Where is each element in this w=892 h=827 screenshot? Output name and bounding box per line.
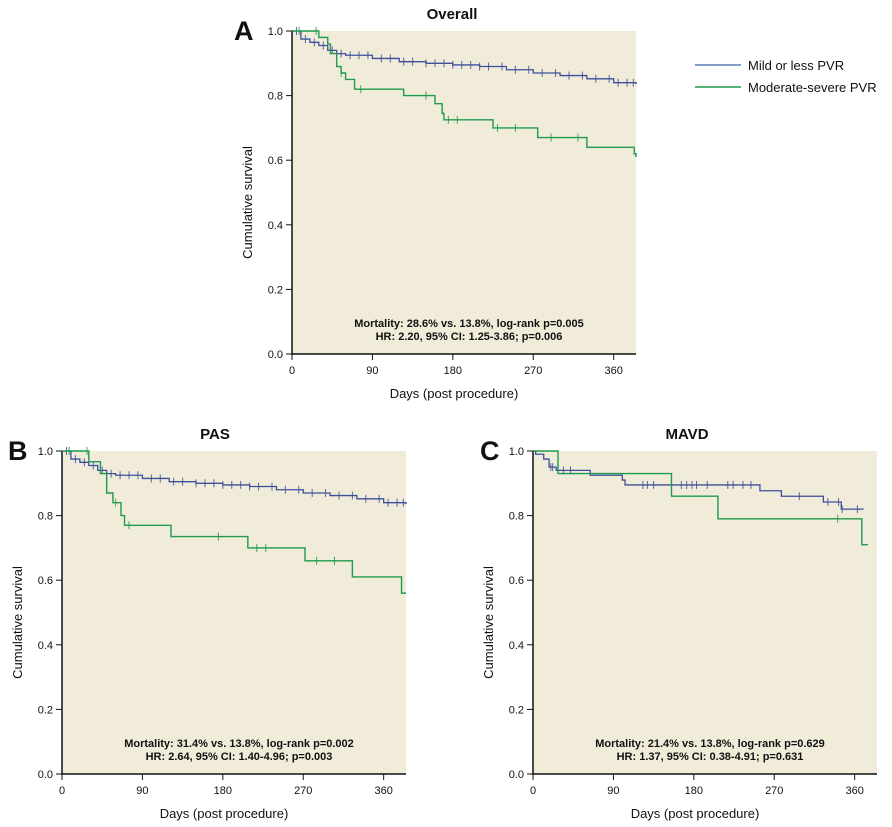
y-tick-label-b: 0.4	[38, 640, 53, 652]
x-axis-label-b: Days (post procedure)	[160, 806, 289, 821]
y-tick-label-a: 1.0	[268, 26, 283, 38]
x-axis-label-a: Days (post procedure)	[390, 386, 519, 401]
y-tick-label-a: 0.6	[268, 155, 283, 167]
x-tick-label-b: 90	[136, 785, 148, 797]
stats-annotation-a: HR: 2.20, 95% CI: 1.25-3.86; p=0.006	[376, 331, 563, 343]
y-tick-label-a: 0.0	[268, 349, 283, 361]
x-axis-label-c: Days (post procedure)	[631, 806, 760, 821]
x-tick-label-a: 90	[366, 365, 378, 377]
y-tick-label-b: 0.8	[38, 511, 53, 523]
y-tick-label-b: 0.2	[38, 704, 53, 716]
y-tick-label-c: 0.4	[509, 640, 524, 652]
x-tick-label-a: 180	[444, 365, 462, 377]
stats-annotation-b: Mortality: 31.4% vs. 13.8%, log-rank p=0…	[124, 738, 354, 750]
stats-annotation-c: HR: 1.37, 95% CI: 0.38-4.91; p=0.631	[617, 751, 804, 763]
x-tick-label-a: 270	[524, 365, 542, 377]
x-tick-label-b: 360	[374, 785, 392, 797]
km-curve-severe-a	[292, 30, 637, 157]
x-tick-label-a: 360	[604, 365, 622, 377]
panel-letter-c: C	[480, 436, 500, 466]
x-tick-label-c: 180	[685, 785, 703, 797]
x-tick-label-c: 270	[765, 785, 783, 797]
x-tick-label-b: 270	[294, 785, 312, 797]
legend-label-severe: Moderate-severe PVR	[748, 80, 877, 95]
y-tick-label-a: 0.8	[268, 91, 283, 103]
stats-annotation-c: Mortality: 21.4% vs. 13.8%, log-rank p=0…	[595, 738, 825, 750]
y-axis-label-b: Cumulative survival	[10, 566, 25, 679]
y-tick-label-c: 0.2	[509, 704, 524, 716]
y-tick-label-c: 1.0	[509, 446, 524, 458]
panel-title-a: Overall	[427, 6, 478, 23]
plot-area-b	[62, 451, 406, 774]
y-tick-label-b: 0.0	[38, 769, 53, 781]
y-tick-label-c: 0.8	[509, 511, 524, 523]
panel-a: A Overall 0.0 0.2 0.4 0.6 0.8 1.0 0 90 180 270 360…	[234, 6, 637, 401]
km-curve-severe-b	[62, 450, 406, 594]
y-axis-label-c: Cumulative survival	[481, 566, 496, 679]
y-tick-label-b: 0.6	[38, 575, 53, 587]
y-axis-label-a: Cumulative survival	[240, 146, 255, 259]
x-tick-label-b: 180	[214, 785, 232, 797]
x-tick-label-c: 90	[607, 785, 619, 797]
km-curve-mild-c	[533, 450, 864, 510]
y-tick-label-a: 0.2	[268, 284, 283, 296]
stats-annotation-b: HR: 2.64, 95% CI: 1.40-4.96; p=0.003	[146, 751, 333, 763]
km-curve-severe-c	[533, 450, 869, 546]
plot-area-c	[533, 451, 877, 774]
legend-label-mild: Mild or less PVR	[748, 58, 844, 73]
y-tick-label-a: 0.4	[268, 220, 283, 232]
panel-letter-b: B	[8, 436, 28, 466]
y-tick-label-c: 0.0	[509, 769, 524, 781]
legend: Mild or less PVR Moderate-severe PVR	[695, 58, 877, 95]
x-tick-label-c: 0	[530, 785, 536, 797]
plot-area-a	[292, 31, 636, 354]
panel-title-b: PAS	[200, 426, 230, 443]
x-tick-label-b: 0	[59, 785, 65, 797]
stats-annotation-a: Mortality: 28.6% vs. 13.8%, log-rank p=0…	[354, 318, 584, 330]
panel-title-c: MAVD	[665, 426, 708, 443]
y-tick-label-b: 1.0	[38, 446, 53, 458]
x-tick-label-a: 0	[289, 365, 295, 377]
y-tick-label-c: 0.6	[509, 575, 524, 587]
panel-b: B PAS 0.0 0.2 0.4 0.6 0.8 1.0 0 90 180 270 360 Days…	[8, 426, 407, 821]
panel-c: C MAVD 0.0 0.2 0.4 0.6 0.8 1.0 0 90 180 270 360 Day…	[480, 426, 877, 821]
x-tick-label-c: 360	[845, 785, 863, 797]
panel-letter-a: A	[234, 16, 254, 46]
